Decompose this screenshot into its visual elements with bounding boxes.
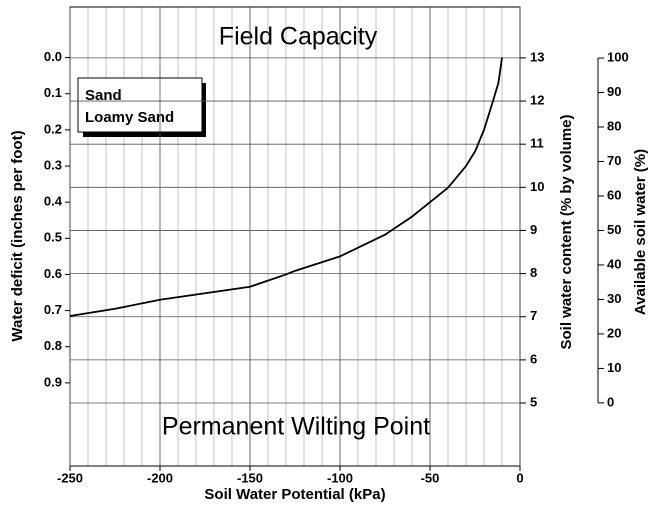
x-tick-label: -50 (421, 470, 440, 485)
x-tick-label: -200 (147, 470, 173, 485)
y-tick-label: 0.5 (44, 230, 62, 245)
x-tick-label: 0 (516, 470, 523, 485)
y2-tick-label: 13 (530, 49, 544, 64)
y3-tick-label: 20 (607, 325, 621, 340)
y3-tick-label: 30 (607, 291, 621, 306)
x-tick-label: -250 (57, 470, 83, 485)
y2-tick-label: 8 (530, 265, 537, 280)
y2-tick-label: 7 (530, 308, 537, 323)
y-tick-label: 0.1 (44, 85, 62, 100)
line (69, 57, 503, 317)
legend (77, 77, 203, 133)
legend-text: Loamy Sand (85, 109, 174, 126)
y2-tick-label: 9 (530, 222, 537, 237)
y3-tick-label: 40 (607, 256, 621, 271)
annotation: Field Capacity (219, 23, 378, 51)
y3-tick-label: 10 (607, 360, 621, 375)
y-tick-label: 0.8 (44, 338, 62, 353)
y2-tick-label: 11 (530, 136, 544, 151)
y-tick-label: 0.4 (44, 194, 63, 209)
y-tick-label: 0.9 (44, 374, 62, 389)
x-tick-label: -150 (237, 470, 263, 485)
y-tick-label: 0.6 (44, 266, 62, 281)
y3-tick-label: 90 (607, 84, 621, 99)
legend-text: Sand (85, 87, 122, 104)
y-axis-title: Water deficit (inches per foot) (9, 130, 26, 341)
y-tick-label: 0.2 (44, 121, 62, 136)
y-tick-label: 0.0 (44, 49, 62, 64)
y2-axis-title: Soil water content (% by volume) (558, 114, 575, 349)
y-tick-label: 0.7 (44, 302, 62, 317)
x-tick-label: -100 (327, 470, 353, 485)
annotation: Permanent Wilting Point (162, 413, 430, 441)
y3-axis-title: Available soil water (%) (632, 149, 649, 315)
y3-tick-label: 0 (607, 394, 614, 409)
y2-tick-label: 10 (530, 179, 544, 194)
y2-tick-label: 5 (530, 394, 537, 409)
plot-frame (69, 6, 521, 467)
y2-tick-label: 6 (530, 351, 537, 366)
y2-tick-label: 12 (530, 92, 544, 107)
y3-tick-label: 100 (607, 49, 629, 64)
x-axis-title: Soil Water Potential (kPa) (204, 486, 385, 503)
y-tick-label: 0.3 (44, 157, 62, 172)
y3-tick-label: 60 (607, 187, 621, 202)
y3-tick-label: 80 (607, 118, 621, 133)
y3-tick-label: 70 (607, 153, 621, 168)
y3-tick-label: 50 (607, 222, 621, 237)
